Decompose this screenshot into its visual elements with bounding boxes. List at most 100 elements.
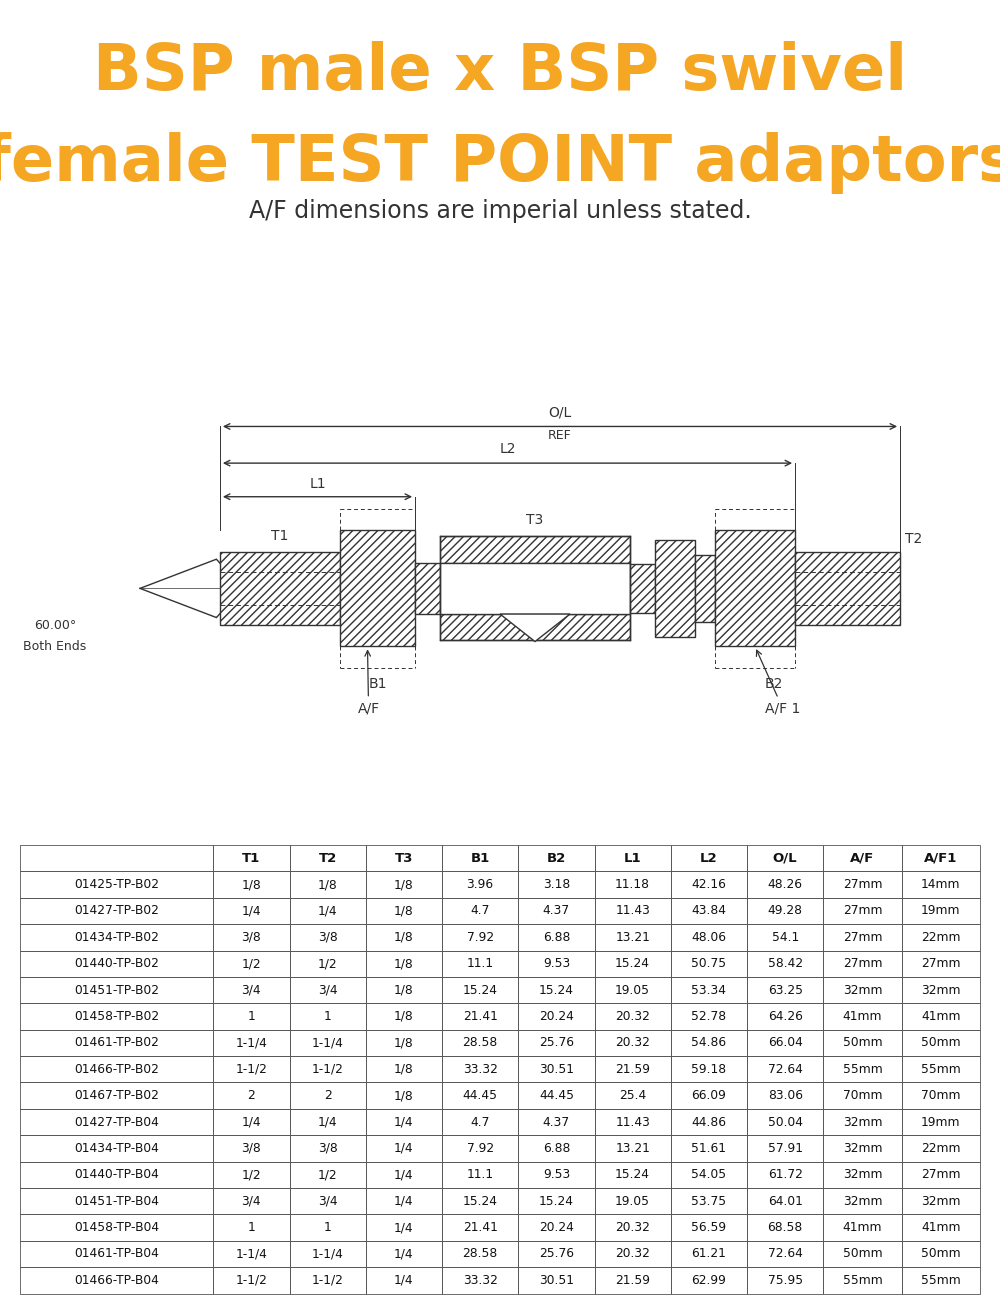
Bar (442, 1004, 518, 1030)
Bar (902, 924, 980, 950)
Bar (823, 1162, 902, 1188)
Text: 27mm: 27mm (921, 1169, 961, 1182)
Text: 20.24: 20.24 (539, 1010, 574, 1023)
Bar (902, 976, 980, 1004)
Bar (823, 1056, 902, 1083)
Bar (595, 950, 671, 976)
Bar (595, 845, 671, 871)
Text: 01440-TP-B04: 01440-TP-B04 (74, 1169, 159, 1182)
Text: 9.53: 9.53 (543, 1169, 570, 1182)
Text: 01461-TP-B04: 01461-TP-B04 (74, 1248, 159, 1261)
Bar (595, 1188, 671, 1214)
Text: 1/2: 1/2 (318, 1169, 337, 1182)
Bar (213, 976, 290, 1004)
Bar (747, 1268, 823, 1294)
Text: 20.32: 20.32 (615, 1248, 650, 1261)
Text: 11.18: 11.18 (615, 878, 650, 891)
Text: female TEST POINT adaptors: female TEST POINT adaptors (0, 133, 1000, 194)
Bar (902, 1162, 980, 1188)
Text: 3/4: 3/4 (318, 1195, 337, 1208)
Bar (290, 1004, 366, 1030)
Bar (20, 924, 213, 950)
Text: 01425-TP-B02: 01425-TP-B02 (74, 878, 159, 891)
Text: 1/4: 1/4 (242, 1115, 261, 1128)
Text: 44.45: 44.45 (539, 1089, 574, 1102)
Bar (518, 1083, 595, 1109)
Text: 20.24: 20.24 (539, 1221, 574, 1234)
Text: 21.59: 21.59 (615, 1274, 650, 1287)
Text: 1/4: 1/4 (394, 1221, 414, 1234)
Text: 1: 1 (248, 1010, 255, 1023)
Bar (671, 1268, 747, 1294)
Text: 3/8: 3/8 (242, 1141, 261, 1154)
Bar (902, 1004, 980, 1030)
Text: 48.06: 48.06 (691, 931, 726, 944)
Text: 41mm: 41mm (921, 1221, 961, 1234)
Text: 32mm: 32mm (843, 1141, 882, 1154)
Text: 27mm: 27mm (921, 957, 961, 970)
Bar (671, 1214, 747, 1240)
Bar (902, 1056, 980, 1083)
Bar (747, 1030, 823, 1056)
Text: 60.00°: 60.00° (34, 619, 76, 632)
Bar (823, 1083, 902, 1109)
Text: 44.86: 44.86 (691, 1115, 726, 1128)
Bar (290, 1083, 366, 1109)
Text: 01458-TP-B04: 01458-TP-B04 (74, 1221, 159, 1234)
Bar (290, 1188, 366, 1214)
Text: 58.42: 58.42 (768, 957, 803, 970)
Bar (823, 976, 902, 1004)
Bar (747, 1188, 823, 1214)
Text: 28.58: 28.58 (463, 1036, 498, 1049)
Bar (823, 950, 902, 976)
Text: 41mm: 41mm (843, 1010, 882, 1023)
Bar (902, 1030, 980, 1056)
Text: 2: 2 (324, 1089, 332, 1102)
Bar (366, 871, 442, 898)
Text: 3/8: 3/8 (318, 931, 338, 944)
Text: 3/4: 3/4 (242, 984, 261, 997)
Bar (440, 614, 630, 641)
Text: L2: L2 (499, 442, 516, 456)
Bar (518, 1135, 595, 1162)
Bar (290, 845, 366, 871)
Bar (747, 976, 823, 1004)
Text: 70mm: 70mm (843, 1089, 882, 1102)
Text: 55mm: 55mm (921, 1274, 961, 1287)
Text: 30.51: 30.51 (539, 1063, 574, 1076)
Bar (902, 1214, 980, 1240)
Text: 21.41: 21.41 (463, 1010, 498, 1023)
Text: 15.24: 15.24 (463, 984, 498, 997)
Text: 33.32: 33.32 (463, 1274, 498, 1287)
Bar (366, 1135, 442, 1162)
Text: 50mm: 50mm (921, 1248, 961, 1261)
Bar (366, 1214, 442, 1240)
Bar (20, 1214, 213, 1240)
Bar (213, 871, 290, 898)
Bar (902, 950, 980, 976)
Text: 4.7: 4.7 (470, 905, 490, 918)
Bar (595, 1109, 671, 1135)
Text: 4.7: 4.7 (470, 1115, 490, 1128)
Bar (823, 1240, 902, 1268)
Bar (440, 563, 630, 614)
Text: 57.91: 57.91 (768, 1141, 803, 1154)
Bar (902, 1135, 980, 1162)
Bar (595, 1083, 671, 1109)
Bar (671, 976, 747, 1004)
Bar (655, 540, 695, 637)
Text: 70mm: 70mm (921, 1089, 961, 1102)
Text: 28.58: 28.58 (463, 1248, 498, 1261)
Bar (20, 1030, 213, 1056)
Text: 83.06: 83.06 (768, 1089, 803, 1102)
Bar (747, 1162, 823, 1188)
Text: 1/2: 1/2 (242, 957, 261, 970)
Text: 64.26: 64.26 (768, 1010, 803, 1023)
Bar (290, 950, 366, 976)
Bar (20, 950, 213, 976)
Text: T2: T2 (905, 532, 922, 546)
Text: 66.09: 66.09 (691, 1089, 726, 1102)
Text: 27mm: 27mm (843, 905, 882, 918)
Text: L1: L1 (309, 477, 326, 490)
Text: 21.59: 21.59 (615, 1063, 650, 1076)
